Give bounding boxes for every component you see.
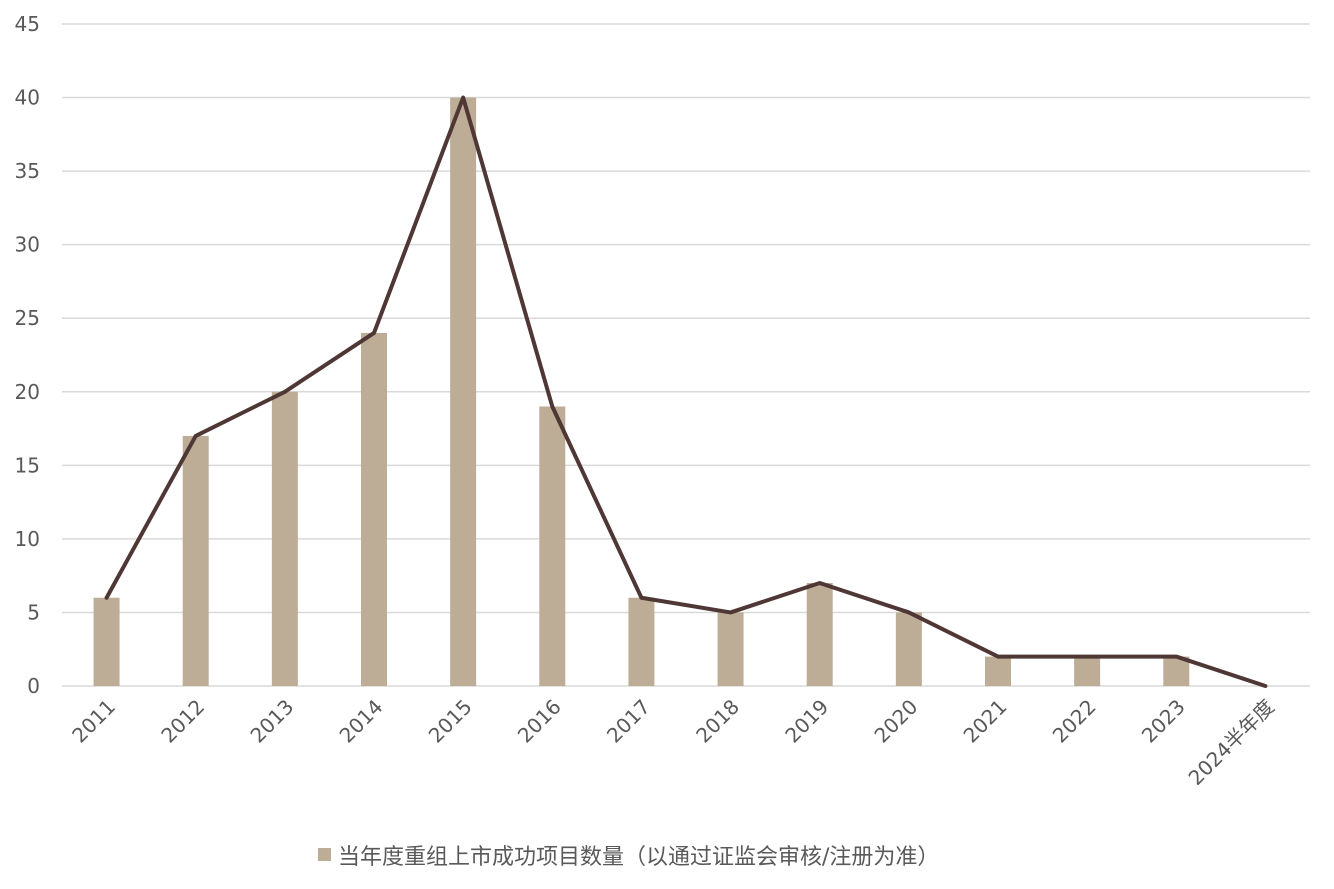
x-tick-label: 2015 [424,695,477,748]
line-point [372,331,376,335]
bar [985,656,1011,686]
y-tick-label: 25 [15,306,40,330]
bar-series [93,97,1190,687]
bar [271,391,298,686]
x-tick-label: 2024半年度 [1184,695,1279,790]
y-tick-label: 40 [15,86,40,110]
bar [450,97,477,687]
y-tick-label: 5 [27,600,40,624]
y-tick-label: 0 [27,674,40,698]
bar [895,612,922,686]
x-tick-label: 2018 [691,695,744,748]
bar [628,597,655,686]
legend-swatch [318,848,331,861]
line-point [105,596,109,600]
x-axis-ticks: 2011 2012 2013 2014 2015 2016 2017 2018 2019 2020… [67,695,1279,790]
x-tick-label: 2016 [513,695,566,748]
x-tick-label: 2011 [67,695,120,748]
line-point [194,434,198,438]
y-tick-label: 10 [15,527,40,551]
x-tick-label: 2017 [602,695,655,748]
x-tick-label: 2020 [869,695,922,748]
bar [806,583,833,686]
bar [1074,656,1101,686]
legend-label: 当年度重组上市成功项目数量（以通过证监会审核/注册为准） [338,845,939,870]
gridlines [62,23,1310,687]
legend: 当年度重组上市成功项目数量（以通过证监会审核/注册为准） [318,845,939,870]
x-tick-label: 2012 [156,695,209,748]
bar [717,612,744,686]
line-point [1174,655,1178,659]
bar [539,406,566,686]
y-tick-label: 45 [15,12,40,36]
x-tick-label: 2013 [245,695,298,748]
y-tick-label: 20 [15,380,40,404]
bar [93,597,120,686]
line-point [550,404,554,408]
y-tick-label: 15 [15,453,40,477]
x-tick-label: 2014 [335,695,388,748]
line-point [818,581,822,585]
line-point [907,610,911,614]
line-path [104,95,1268,688]
line-point [996,655,1000,659]
line-point [1085,655,1089,659]
y-tick-label: 30 [15,233,40,257]
x-tick-label: 2021 [959,695,1012,748]
line-point [1263,684,1267,688]
line-point [729,610,733,614]
y-axis-ticks: 0 5 10 15 20 25 30 35 40 45 [15,12,40,698]
line-point [283,390,287,394]
line-point [639,596,643,600]
x-tick-label: 2022 [1048,695,1101,748]
x-tick-label: 2019 [780,695,833,748]
line-series [104,95,1268,688]
y-tick-label: 35 [15,159,40,183]
bar [361,332,387,686]
bar [182,435,209,686]
line-point [461,96,465,100]
x-tick-label: 2023 [1137,695,1190,748]
